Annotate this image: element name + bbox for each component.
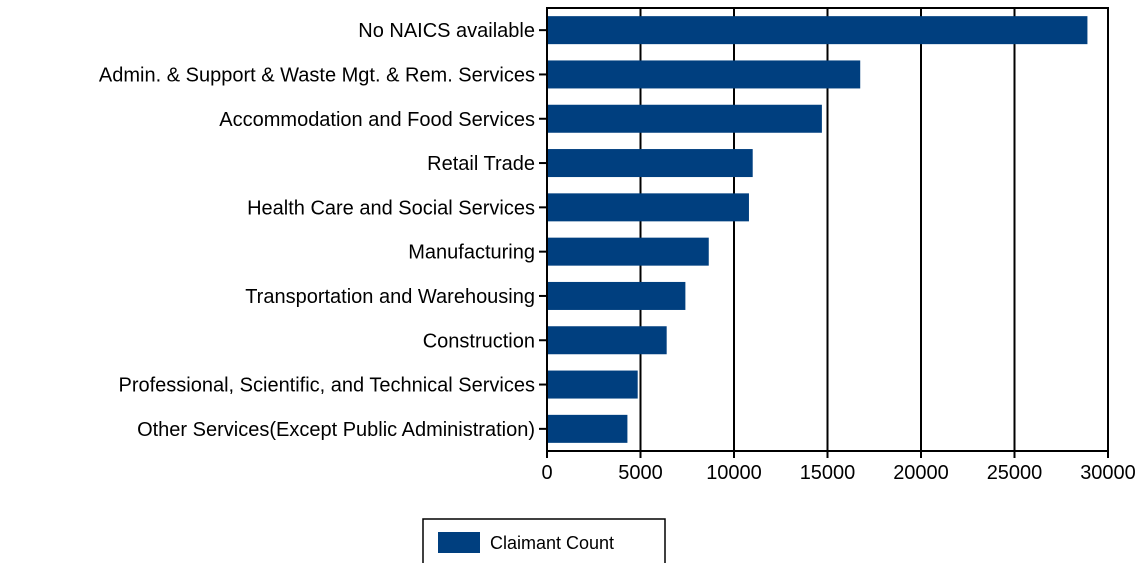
category-label: Construction [423, 330, 535, 352]
x-tick-label: 10000 [706, 462, 762, 484]
x-tick-label: 5000 [618, 462, 663, 484]
category-label: Manufacturing [408, 242, 535, 264]
legend: Claimant Count [422, 518, 666, 563]
bar [547, 237, 709, 266]
legend-label: Claimant Count [490, 533, 614, 553]
bar [547, 193, 749, 222]
category-label: No NAICS available [358, 20, 535, 42]
category-label: Accommodation and Food Services [219, 109, 535, 131]
x-tick-label: 0 [541, 462, 552, 484]
category-label: Retail Trade [427, 153, 535, 175]
category-labels: No NAICS available Admin. & Support & Was… [99, 20, 547, 441]
bar [547, 414, 628, 443]
category-label: Other Services(Except Public Administrat… [137, 419, 535, 441]
category-label: Admin. & Support & Waste Mgt. & Rem. Ser… [99, 64, 535, 86]
bar [547, 60, 861, 89]
bar [547, 370, 638, 399]
x-tick-label: 15000 [800, 462, 856, 484]
bar [547, 326, 667, 355]
bar [547, 104, 822, 133]
category-label: Health Care and Social Services [247, 197, 535, 219]
x-axis-ticks: 0 5000 10000 15000 20000 25000 30000 [541, 451, 1136, 484]
category-label: Transportation and Warehousing [245, 286, 535, 308]
x-tick-label: 25000 [987, 462, 1043, 484]
bar [547, 16, 1088, 45]
category-label: Professional, Scientific, and Technical … [118, 375, 535, 397]
bar [547, 149, 753, 178]
bar [547, 281, 686, 310]
bars [547, 16, 1088, 443]
x-tick-label: 30000 [1080, 462, 1136, 484]
x-tick-label: 20000 [893, 462, 949, 484]
legend-swatch [438, 532, 480, 553]
